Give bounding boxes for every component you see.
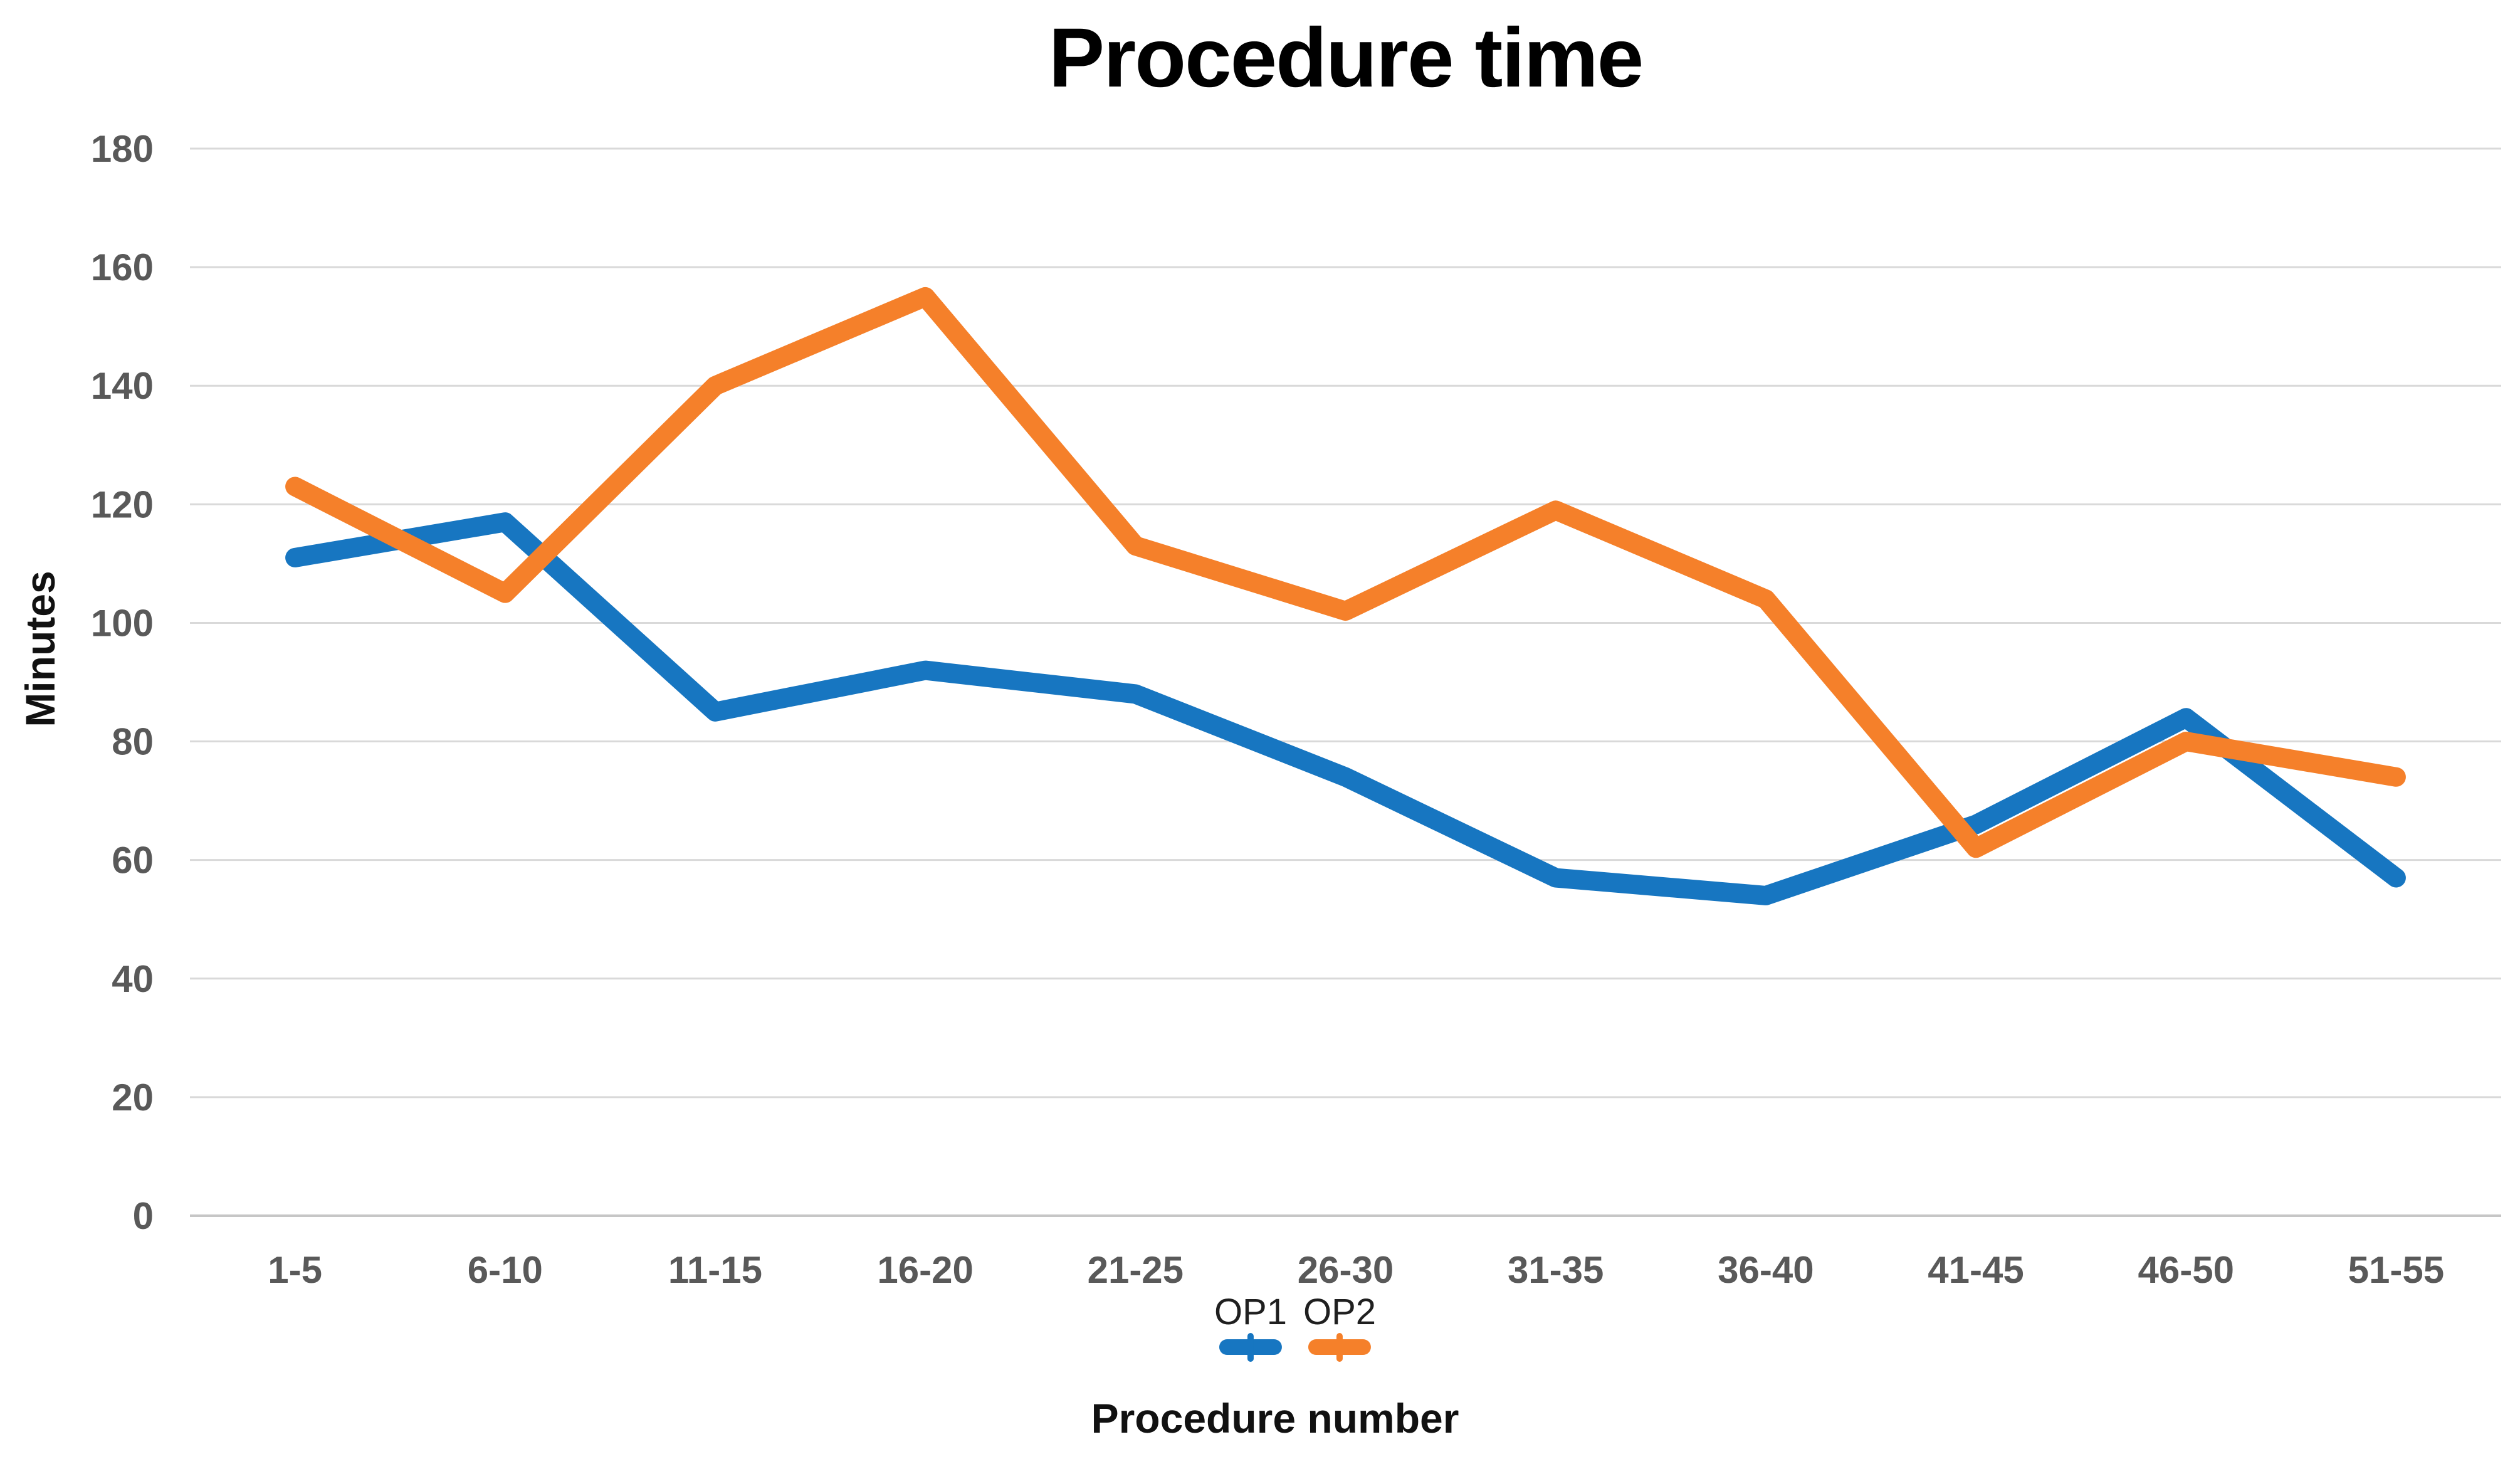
y-tick-label-40: 40 — [112, 958, 154, 1000]
series-line-OP2 — [285, 287, 2406, 858]
legend-item-op1: OP1 — [1214, 1292, 1287, 1362]
x-tick-label-21-25: 21-25 — [1088, 1249, 1184, 1291]
legend-item-op2: OP2 — [1303, 1292, 1377, 1362]
x-axis-title: Procedure number — [1091, 1395, 1459, 1441]
y-tick-label-140: 140 — [91, 365, 154, 407]
y-tick-label-160: 160 — [91, 246, 154, 288]
series-line-OP1 — [285, 512, 2406, 905]
x-tick-label-46-50: 46-50 — [2138, 1249, 2234, 1291]
x-tick-label-16-20: 16-20 — [877, 1249, 973, 1291]
legend-swatch-op2 — [1308, 1332, 1372, 1362]
legend-marker-tick-op2 — [1336, 1332, 1343, 1362]
chart-title: Procedure time — [1048, 11, 1644, 105]
legend-label-op1: OP1 — [1214, 1292, 1287, 1332]
x-tick-label-11-15: 11-15 — [668, 1249, 762, 1291]
x-tick-label-1-5: 1-5 — [268, 1249, 322, 1291]
x-tick-label-36-40: 36-40 — [1718, 1249, 1814, 1291]
x-tick-label-6-10: 6-10 — [468, 1249, 543, 1291]
y-tick-label-100: 100 — [91, 602, 154, 644]
legend-swatch-op1 — [1219, 1332, 1282, 1362]
x-tick-label-41-45: 41-45 — [1928, 1249, 2024, 1291]
x-tick-label-51-55: 51-55 — [2348, 1249, 2444, 1291]
x-tick-label-26-30: 26-30 — [1298, 1249, 1394, 1291]
legend-marker-tick-op1 — [1247, 1332, 1254, 1362]
y-tick-label-0: 0 — [133, 1195, 154, 1237]
y-tick-label-60: 60 — [112, 840, 154, 882]
y-tick-label-120: 120 — [91, 483, 154, 525]
legend: OP1 OP2 — [1214, 1292, 1377, 1362]
y-tick-label-180: 180 — [91, 128, 154, 170]
legend-label-op2: OP2 — [1303, 1292, 1377, 1332]
y-tick-label-20: 20 — [112, 1077, 154, 1119]
y-tick-label-80: 80 — [112, 721, 154, 763]
x-tick-label-31-35: 31-35 — [1508, 1249, 1604, 1291]
